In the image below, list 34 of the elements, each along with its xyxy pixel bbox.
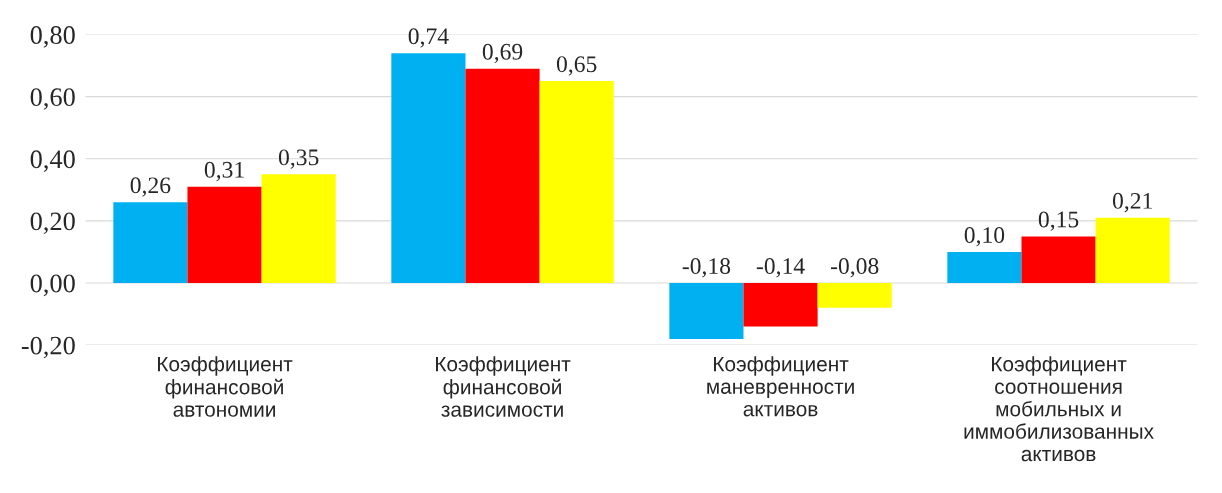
data-label: 0,35 — [278, 149, 319, 169]
y-tick-label: 0,40 — [30, 150, 75, 172]
data-label: 0,21 — [1112, 192, 1152, 213]
bar — [261, 174, 336, 283]
x-tick-label: Коэффициент финансовой зависимости — [436, 356, 571, 417]
bar — [113, 202, 188, 283]
y-tick-label: 0,00 — [30, 274, 75, 297]
bar — [1021, 236, 1096, 283]
data-label: -0,08 — [830, 258, 879, 278]
y-tick-label: 0,60 — [30, 88, 75, 110]
bar — [539, 81, 614, 283]
data-label: 0,65 — [556, 56, 597, 76]
data-label: 0,15 — [1038, 211, 1079, 231]
x-tick-label: Коэффициент маневренности активов — [707, 356, 854, 417]
y-tick-label: -0,20 — [21, 336, 75, 359]
bar — [187, 186, 262, 283]
y-tick-label: 0,80 — [30, 26, 75, 48]
data-label: 0,26 — [130, 177, 171, 197]
data-label: 0,31 — [204, 161, 244, 182]
data-label: 0,69 — [482, 43, 523, 64]
bar — [817, 282, 892, 308]
data-label: 0,74 — [408, 28, 449, 48]
bar — [947, 251, 1022, 283]
bar — [669, 282, 744, 339]
bar — [743, 282, 818, 327]
data-label: -0,18 — [682, 258, 731, 278]
bar — [465, 68, 540, 283]
y-tick-label: 0,20 — [30, 212, 75, 235]
data-label: 0,10 — [964, 227, 1005, 247]
x-tick-label: Коэффициент соотношения мобильных и иммобилизованных активов — [964, 356, 1154, 462]
bar — [1095, 217, 1170, 283]
x-tick-label: Коэффициент финансовой автономии — [158, 356, 293, 417]
data-label: -0,14 — [756, 258, 805, 278]
bar — [391, 53, 466, 283]
